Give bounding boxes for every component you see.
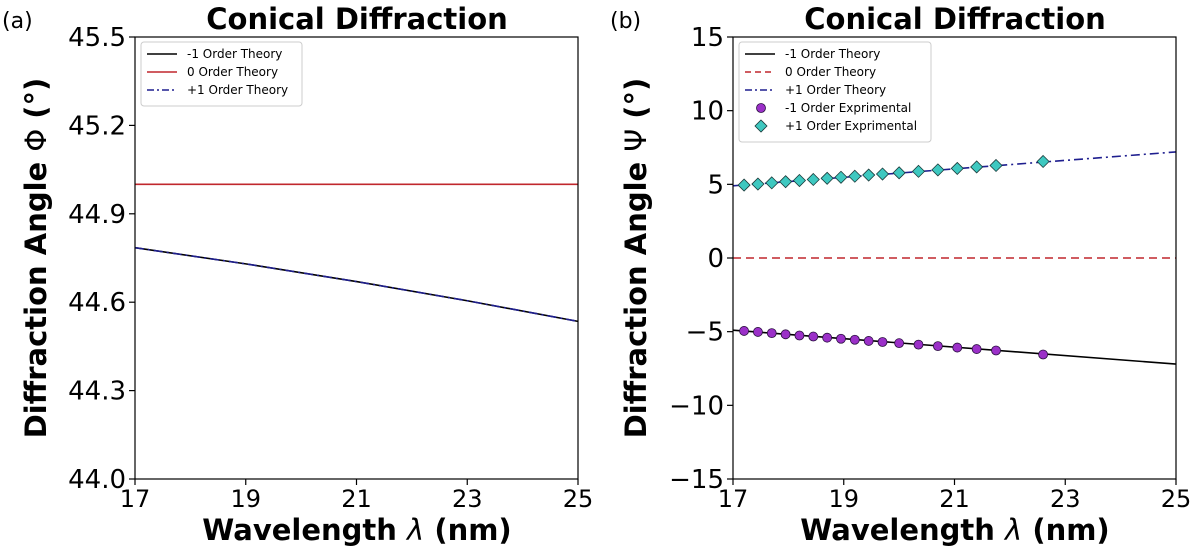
panel-b-series-1-order-exprimental-point [753, 327, 763, 337]
panel-a-legend-label: +1 Order Theory [187, 83, 288, 97]
panel-b-series-1-order-exprimental-point [849, 334, 860, 345]
panel-b-series-1-order-exprimental-point [794, 330, 805, 341]
panel-b-legend-marker [754, 119, 768, 133]
panel-b-title: Conical Diffraction [804, 2, 1106, 36]
panel-b-series-1-order-exprimental-point [792, 173, 807, 188]
panel-b-series-1-order-exprimental-point [806, 172, 820, 187]
panel-a-series-1-order-theory-line [134, 246, 579, 323]
panel-b-series-1-order-exprimental-point [808, 331, 819, 342]
panel-b-series-1-order-exprimental-point [991, 345, 1001, 356]
panel-a-x-tick-label: 25 [563, 485, 594, 513]
panel-a-title: Conical Diffraction [206, 2, 508, 36]
panel-b-series-1-order-exprimental-point [1036, 154, 1050, 169]
panel-b-x-tick-label: 17 [718, 485, 749, 513]
panel-b: (b) Conical Diffraction 17 19 21 23 25 −15 −10… [610, 2, 1191, 547]
panel-b-series-1-order-exprimental-point [765, 176, 779, 190]
panel-b-series-1-order-exprimental-point [913, 339, 924, 350]
panel-b-y-tick-label: −10 [669, 391, 724, 421]
panel-b-series-1-order-exprimental-point [737, 178, 751, 192]
panel-a-y-tick-label: 44.3 [68, 377, 126, 407]
panel-b-legend-box [738, 41, 932, 143]
panel-a: (a) Conical Diffraction 17 19 21 23 25 44.0 44… [2, 2, 593, 547]
panel-b-y-tick-label: 15 [691, 23, 724, 53]
panel-b-x-tick-label: 21 [939, 485, 970, 513]
panel-a-legend-label: -1 Order Theory [187, 47, 282, 61]
panel-b-series-1-order-exprimental-point [751, 177, 765, 191]
panel-a-y-tick-label: 44.0 [68, 465, 126, 495]
panel-b-legend-label: +1 Order Exprimental [785, 119, 917, 133]
panel-b-legend-label: 0 Order Theory [785, 65, 876, 79]
panel-a-x-tick-label: 19 [230, 485, 261, 513]
panel-b-series-1-order-exprimental-point [820, 171, 834, 185]
panel-b-x-tick-label: 25 [1161, 485, 1192, 513]
panel-a-x-tick-label: 21 [341, 485, 372, 513]
panel-a-y-tick-label: 44.6 [68, 288, 126, 318]
panel-b-series-1-order-exprimental-point [766, 328, 777, 339]
panel-a-plot-frame [134, 36, 579, 480]
panel-b-y-tick-label: 5 [707, 170, 724, 200]
panel-a-legend-label: 0 Order Theory [187, 65, 278, 79]
panel-b-series-1-order-exprimental-point [739, 326, 749, 336]
panel-a-series-1-order-theory-line [134, 246, 579, 323]
panel-a-y-tick-label: 45.5 [68, 23, 126, 53]
panel-a-label: (a) [2, 9, 33, 34]
panel-b-series-1-order-exprimental-point [863, 336, 874, 346]
panel-b-series-1-order-exprimental-point [971, 344, 982, 354]
panel-b-legend-label: +1 Order Theory [785, 83, 886, 97]
panel-b-x-tick-label: 23 [1050, 485, 1081, 513]
panel-b-series-1-order-exprimental-point [780, 329, 791, 340]
panel-b-series-1-order-exprimental-point [862, 168, 876, 182]
panel-a-x-tick-label: 17 [120, 485, 151, 513]
panel-a-legend: -1 Order Theory 0 Order Theory +1 Order Th… [140, 41, 303, 107]
panel-a-legend-box [140, 41, 303, 107]
panel-b-series-1-order-exprimental-point [1038, 349, 1048, 360]
panel-b-series-1-order-exprimental-point [950, 161, 964, 175]
panel-b-legend-label: -1 Order Exprimental [785, 101, 911, 115]
panel-b-series-1-order-exprimental-point [952, 342, 963, 353]
panel-b-series-1-order-exprimental-point [894, 338, 905, 349]
panel-b-series-1-order-exprimental-point [931, 163, 945, 177]
panel-b-series-1-order-exprimental-point [970, 160, 984, 174]
panel-b-x-axis-label: Wavelength λ (nm) [800, 513, 1109, 547]
panel-b-label: (b) [610, 9, 641, 34]
panel-b-y-axis-label: Diffraction Angle Ψ (°) [619, 78, 653, 439]
panel-b-series-1-order-exprimental-point [911, 164, 926, 178]
panel-b-series-1-order-exprimental-point [848, 169, 862, 183]
panel-b-x-tick-label: 19 [828, 485, 859, 513]
panel-b-series-1-order-exprimental-point [932, 341, 943, 352]
panel-b-series-1-order-exprimental-point [892, 166, 906, 180]
panel-b-legend-marker [756, 103, 766, 113]
panel-a-y-axis-label: Diffraction Angle Φ (°) [19, 78, 53, 439]
panel-b-plot-frame [732, 36, 1177, 480]
panel-a-x-axis-label: Wavelength λ (nm) [202, 513, 511, 547]
panel-b-y-tick-label: −15 [669, 465, 724, 495]
panel-b-legend-label: -1 Order Theory [785, 47, 880, 61]
panel-b-series-1-order-exprimental-point [877, 337, 888, 347]
panel-b-series-1-order-exprimental-point [779, 175, 793, 189]
panel-b-y-tick-label: 0 [707, 244, 724, 274]
panel-b-series-1-order-exprimental-point [875, 167, 890, 181]
panel-a-y-tick-label: 44.9 [68, 200, 126, 230]
panel-b-series-1-order-exprimental-point [834, 170, 848, 184]
panel-b-legend: -1 Order Theory 0 Order Theory +1 Order Th… [738, 41, 932, 143]
panel-b-y-tick-label: −5 [686, 318, 724, 348]
panel-b-series-1-order-exprimental-point [836, 333, 846, 344]
panel-a-y-tick-label: 45.2 [68, 111, 126, 141]
panel-b-series-1-order-exprimental-point [989, 158, 1003, 173]
panel-a-x-tick-label: 23 [452, 485, 483, 513]
panel-b-series-1-order-exprimental-point [822, 332, 833, 343]
panel-b-y-tick-label: 10 [691, 97, 724, 127]
